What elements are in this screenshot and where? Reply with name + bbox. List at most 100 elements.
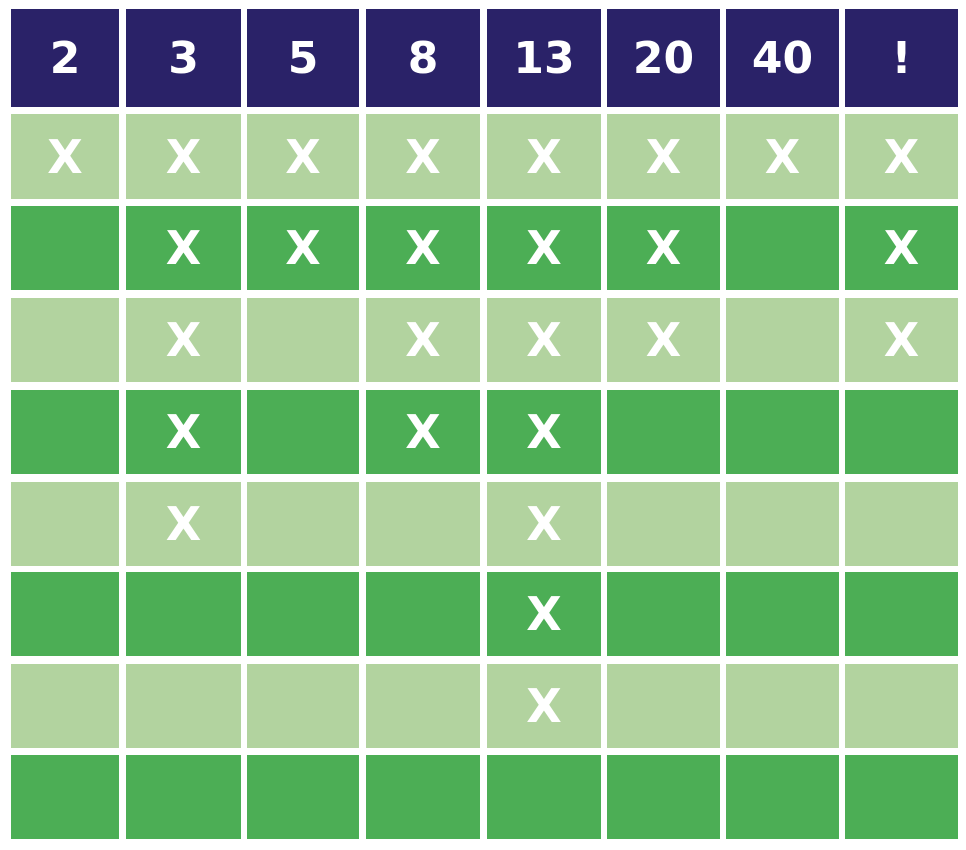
empty-cell: [366, 755, 480, 839]
checked-cell-text: X: [883, 313, 920, 367]
empty-cell: [726, 298, 839, 382]
checked-cell: X: [126, 298, 241, 382]
checked-cell: X: [607, 114, 720, 199]
checked-cell-text: X: [526, 587, 562, 641]
empty-cell: [247, 572, 359, 656]
column-header-text: 3: [168, 32, 199, 84]
checked-cell-text: X: [526, 679, 562, 733]
column-header-text: 20: [632, 32, 695, 84]
empty-cell: [11, 572, 119, 656]
checked-cell-text: X: [165, 497, 202, 551]
empty-cell: [845, 572, 958, 656]
empty-cell: [726, 664, 839, 748]
checked-cell-text: X: [526, 221, 562, 275]
checked-cell-text: X: [526, 313, 562, 367]
checked-cell-text: X: [165, 313, 202, 367]
checked-cell-text: X: [883, 221, 920, 275]
empty-cell: [366, 482, 480, 566]
checked-cell: X: [366, 298, 480, 382]
empty-cell: [11, 482, 119, 566]
column-header: !: [845, 9, 958, 107]
checked-cell: X: [845, 298, 958, 382]
checked-cell-text: X: [285, 129, 321, 184]
column-header: 2: [11, 9, 119, 107]
checked-cell: X: [487, 206, 601, 290]
checked-cell: X: [487, 482, 601, 566]
column-header: 3: [126, 9, 241, 107]
empty-cell: [126, 664, 241, 748]
empty-cell: [11, 664, 119, 748]
checked-cell: X: [845, 206, 958, 290]
checked-cell-text: X: [645, 313, 682, 367]
empty-cell: [11, 390, 119, 474]
column-header: 5: [247, 9, 359, 107]
checked-cell: X: [126, 206, 241, 290]
empty-cell: [726, 482, 839, 566]
column-header-text: !: [891, 32, 912, 84]
column-header-text: 5: [287, 32, 319, 84]
column-header-text: 13: [513, 32, 575, 84]
checked-cell-text: X: [526, 129, 562, 184]
empty-cell: [607, 664, 720, 748]
checked-cell: X: [726, 114, 839, 199]
empty-cell: [845, 482, 958, 566]
checked-cell: X: [366, 206, 480, 290]
checked-cell: X: [487, 572, 601, 656]
checked-cell-text: X: [285, 221, 321, 275]
checked-cell-text: X: [165, 129, 202, 184]
empty-cell: [726, 206, 839, 290]
column-header: 20: [607, 9, 720, 107]
empty-cell: [607, 482, 720, 566]
column-header-text: 2: [49, 32, 81, 84]
column-header-text: 8: [407, 32, 439, 84]
empty-cell: [845, 755, 958, 839]
column-header: 8: [366, 9, 480, 107]
checked-cell-text: X: [405, 405, 441, 459]
checked-cell-text: X: [645, 221, 682, 275]
empty-cell: [247, 482, 359, 566]
empty-cell: [126, 572, 241, 656]
empty-cell: [607, 755, 720, 839]
checked-cell-text: X: [405, 313, 441, 367]
checked-cell: X: [487, 390, 601, 474]
checked-cell: X: [126, 482, 241, 566]
checked-cell: X: [366, 114, 480, 199]
empty-cell: [726, 755, 839, 839]
checked-cell: X: [366, 390, 480, 474]
checked-cell-text: X: [526, 497, 562, 551]
empty-cell: [247, 390, 359, 474]
checked-cell-text: X: [405, 221, 441, 275]
empty-cell: [607, 390, 720, 474]
checked-cell-text: X: [764, 129, 801, 184]
empty-cell: [11, 206, 119, 290]
checked-cell-text: X: [47, 129, 83, 184]
checked-cell: X: [487, 298, 601, 382]
empty-cell: [247, 298, 359, 382]
empty-cell: [126, 755, 241, 839]
checked-cell-text: X: [526, 405, 562, 459]
column-header-text: 40: [751, 32, 814, 84]
checked-cell-text: X: [165, 221, 202, 275]
checked-cell-text: X: [645, 129, 682, 184]
empty-cell: [247, 664, 359, 748]
checked-cell-text: X: [405, 129, 441, 184]
checked-cell: X: [607, 298, 720, 382]
empty-cell: [845, 664, 958, 748]
checked-cell: X: [247, 206, 359, 290]
empty-cell: [487, 755, 601, 839]
empty-cell: [726, 390, 839, 474]
checked-cell: X: [607, 206, 720, 290]
empty-cell: [607, 572, 720, 656]
checked-cell: X: [845, 114, 958, 199]
empty-cell: [247, 755, 359, 839]
empty-cell: [366, 664, 480, 748]
empty-cell: [366, 572, 480, 656]
empty-cell: [11, 298, 119, 382]
checked-cell-text: X: [883, 129, 920, 184]
empty-cell: [11, 755, 119, 839]
empty-cell: [845, 390, 958, 474]
checked-cell: X: [11, 114, 119, 199]
checked-cell-text: X: [165, 405, 202, 459]
column-header: 13: [487, 9, 601, 107]
empty-cell: [726, 572, 839, 656]
